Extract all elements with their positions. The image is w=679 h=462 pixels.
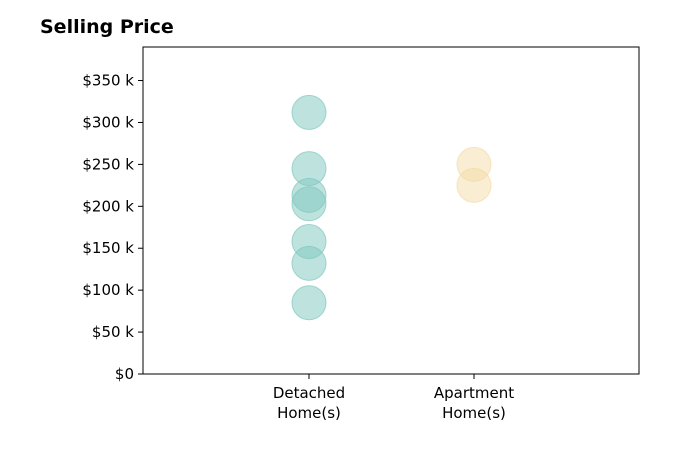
y-tick-label: $100 k xyxy=(82,281,134,299)
x-tick-label: Home(s) xyxy=(277,404,341,422)
y-tick-label: $50 k xyxy=(92,323,134,341)
y-tick-label: $250 k xyxy=(82,155,134,173)
y-tick-label: $300 k xyxy=(82,113,134,131)
x-axis: Detached Home(s) Apartment Home(s) xyxy=(273,374,514,422)
plot-frame xyxy=(142,46,640,375)
chart-title: Selling Price xyxy=(40,16,174,38)
y-tick-label: $200 k xyxy=(82,197,134,215)
data-point xyxy=(291,245,327,281)
data-point xyxy=(291,94,327,130)
y-tick-label: $0 xyxy=(115,365,134,383)
y-tick-label: $350 k xyxy=(82,72,134,90)
data-point xyxy=(291,186,327,222)
data-point xyxy=(291,285,327,321)
data-point xyxy=(456,167,492,203)
y-tick-label: $150 k xyxy=(82,239,134,257)
data-points xyxy=(291,94,492,321)
x-tick-label: Detached xyxy=(273,384,345,402)
x-tick-label: Apartment xyxy=(434,384,514,402)
x-tick-label: Home(s) xyxy=(442,404,506,422)
y-axis: $0 $50 k $100 k $150 k $200 k $250 k $300 k $35… xyxy=(82,72,143,383)
